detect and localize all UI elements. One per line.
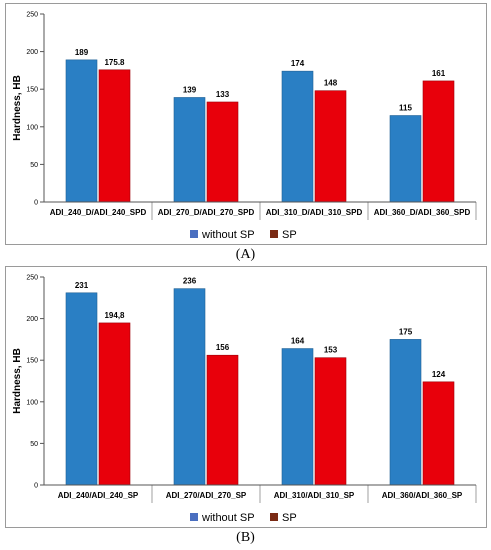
bar (65, 292, 98, 486)
y-tick-label: 200 (26, 316, 38, 323)
y-tick-label: 250 (26, 275, 38, 282)
data-label: 175 (399, 327, 413, 336)
x-tick-label: ADI_270_D/ADI_270_SPD (158, 208, 255, 217)
y-tick-label: 50 (30, 162, 38, 169)
bar (422, 381, 455, 486)
y-axis-title: Hardness, HB (12, 75, 23, 141)
legend-label: without SP (201, 512, 255, 524)
data-label: 153 (324, 346, 338, 355)
bar (281, 348, 314, 486)
x-tick-label: ADI_270/ADI_270_SP (166, 491, 247, 500)
data-label: 133 (216, 90, 230, 99)
data-label: 124 (432, 370, 446, 379)
legend-swatch (270, 230, 278, 238)
bar (98, 322, 131, 486)
chart-a-svg: 0 50 100 150 200 250 Hardness, HB 189 175.8 ADI_2… (12, 12, 477, 241)
legend-label: SP (282, 229, 297, 241)
legend-label: SP (282, 512, 297, 524)
x-tick-label: ADI_310/ADI_310_SP (274, 491, 355, 500)
x-tick-label: ADI_240_D/ADI_240_SPD (50, 208, 147, 217)
bar (314, 90, 347, 203)
data-label: 139 (183, 85, 197, 94)
bar (98, 69, 131, 203)
chart-panel-a: 0 50 100 150 200 250 Hardness, HB 189 175.8 ADI_2… (5, 3, 487, 245)
legend-swatch (270, 513, 278, 521)
legend-label: without SP (201, 229, 255, 241)
data-label: 164 (291, 337, 305, 346)
bar (65, 59, 98, 203)
chart-b-svg: 0 50 100 150 200 250 Hardness, HB 231 194,8 ADI_2… (12, 275, 477, 524)
y-tick-label: 100 (26, 399, 38, 406)
data-label: 175.8 (104, 58, 125, 67)
data-label: 174 (291, 59, 305, 68)
y-tick-label: 150 (26, 87, 38, 94)
x-tick-label: ADI_360/ADI_360_SP (382, 491, 463, 500)
y-axis-title: Hardness, HB (12, 348, 23, 414)
data-label: 115 (399, 104, 412, 113)
data-label: 148 (324, 79, 338, 88)
x-tick-label: ADI_310_D/ADI_310_SPD (266, 208, 363, 217)
x-tick-label: ADI_360_D/ADI_360_SPD (374, 208, 471, 217)
bar (422, 80, 455, 203)
y-tick-label: 0 (34, 200, 38, 207)
chart-panel-b: 0 50 100 150 200 250 Hardness, HB 231 194,8 ADI_2… (5, 266, 487, 528)
y-tick-label: 100 (26, 124, 38, 131)
bar (389, 115, 422, 203)
y-tick-label: 50 (30, 441, 38, 448)
y-tick-label: 0 (34, 483, 38, 490)
bar (206, 354, 239, 486)
bar (173, 288, 206, 486)
bar (206, 101, 239, 203)
figure-label-a: (A) (235, 247, 256, 262)
data-label: 189 (75, 48, 89, 57)
data-label: 156 (216, 343, 230, 352)
data-label: 236 (183, 277, 197, 286)
bar (281, 70, 314, 203)
figure-label-b: (B) (236, 530, 255, 545)
data-label: 231 (75, 281, 89, 290)
y-tick-label: 250 (26, 12, 38, 19)
legend-swatch (190, 513, 198, 521)
legend-swatch (190, 230, 198, 238)
data-label: 161 (432, 69, 446, 78)
data-label: 194,8 (104, 311, 125, 320)
y-tick-label: 200 (26, 49, 38, 56)
y-tick-label: 150 (26, 358, 38, 365)
bar (314, 357, 347, 486)
x-tick-label: ADI_240/ADI_240_SP (58, 491, 139, 500)
bar (173, 97, 206, 203)
bar (389, 339, 422, 486)
